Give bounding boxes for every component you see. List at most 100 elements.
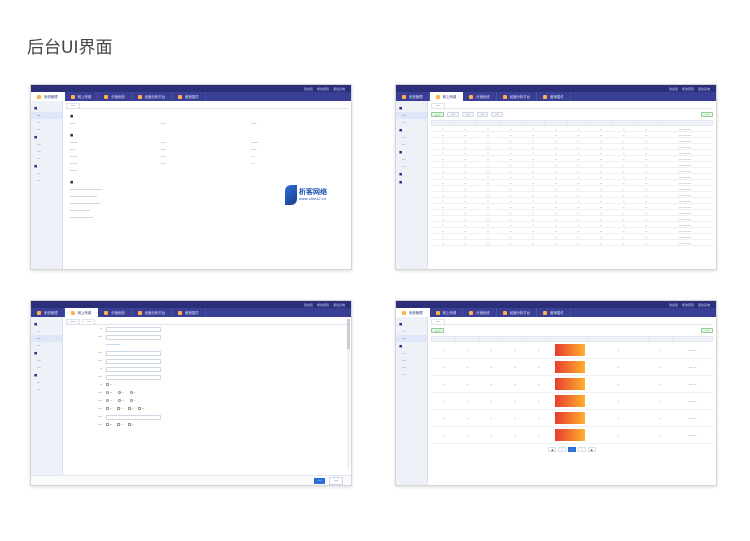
table-row[interactable]: ─ ─ ─ ─ ─ ─ ─ ─ ─ ─ ── ── ── (431, 179, 713, 186)
sidebar-group[interactable]: ■ (399, 180, 403, 184)
table-row[interactable]: ─ ─ ─ ─ ─ ─ ─ ─ ─ ─ ── ── ── (431, 155, 713, 162)
sidebar-item[interactable]: ── (37, 329, 41, 334)
cancel-button[interactable]: ── (329, 476, 343, 485)
table-row[interactable]: ─ ─ ─ ─ ─ ─ ─ ── ── (431, 426, 713, 444)
sidebar-item[interactable]: ── (37, 156, 41, 161)
sidebar-group[interactable]: ■ (399, 322, 403, 326)
top-link[interactable]: 退出系统 (332, 302, 345, 307)
table-row[interactable]: ─ ─ ─ ─ ─ ─ ─ ── ── (431, 341, 713, 359)
sidebar-item[interactable]: ── (31, 335, 62, 342)
toolbar-button[interactable]: ── (447, 112, 459, 117)
save-button[interactable]: ── (313, 477, 326, 484)
table-row[interactable]: ─ ─ ─ ─ ─ ─ ─ ── ── (431, 392, 713, 410)
nav-item[interactable]: 经营分析平台 (497, 92, 538, 101)
nav-item[interactable]: 分销系统 (463, 92, 497, 101)
form-input[interactable] (106, 358, 161, 364)
top-link[interactable]: 修改密码 (316, 302, 329, 307)
sidebar-item[interactable]: ── (402, 358, 406, 363)
page-button[interactable]: ▶ (587, 447, 597, 452)
export-button[interactable]: ── (701, 328, 713, 333)
checkbox[interactable]: ─ (127, 407, 133, 411)
table-row[interactable]: ─ ─ ─ ─ ─ ─ ─ ─ ─ ─ ── ── ── (431, 125, 713, 132)
sidebar-item[interactable]: ── (37, 149, 41, 154)
select-input[interactable] (106, 414, 161, 420)
table-row[interactable]: ─ ─ ─ ─ ─ ─ ─ ── ── (431, 409, 713, 427)
table-row[interactable]: ─ ─ ─ ─ ─ ─ ─ ─ ─ ─ ── ── ── (431, 215, 713, 222)
sidebar-group[interactable]: ■ (34, 322, 38, 326)
sidebar-group[interactable]: ■ (34, 373, 38, 377)
scrollbar[interactable] (347, 319, 350, 469)
top-link[interactable]: 欢迎您 (668, 302, 678, 307)
top-link[interactable]: 修改密码 (681, 302, 694, 307)
nav-item[interactable]: 系统管理 (396, 92, 430, 101)
nav-item[interactable]: 分销系统 (98, 308, 132, 317)
top-link[interactable]: 退出系统 (697, 302, 710, 307)
table-row[interactable]: ─ ─ ─ ─ ─ ─ ─ ─ ─ ─ ── ── ── (431, 167, 713, 174)
table-row[interactable]: ─ ─ ─ ─ ─ ─ ─ ─ ─ ─ ── ── ── (431, 233, 713, 240)
sidebar-item[interactable]: ── (31, 112, 62, 119)
checkbox[interactable]: ─ (106, 383, 112, 387)
sidebar-item[interactable]: ── (396, 112, 427, 119)
radio[interactable]: ─ (117, 399, 124, 403)
top-link[interactable]: 退出系统 (697, 86, 710, 91)
radio[interactable]: ─ (129, 399, 135, 403)
table-row[interactable]: ─ ─ ─ ─ ─ ─ ─ ─ ─ ─ ── ── ── (431, 137, 713, 144)
table-row[interactable]: ─ ─ ─ ─ ─ ─ ─ ─ ─ ─ ── ── ── (431, 161, 713, 168)
top-link[interactable]: 欢迎您 (303, 86, 313, 91)
tab-list[interactable]: ── (431, 103, 445, 108)
sidebar-item[interactable]: ── (402, 157, 406, 162)
table-row[interactable]: ─ ─ ─ ─ ─ ─ ─ ─ ─ ─ ── ── ── (431, 203, 713, 210)
table-row[interactable]: ─ ─ ─ ─ ─ ─ ─ ─ ─ ─ ── ── ── (431, 143, 713, 150)
sidebar-item[interactable]: ── (37, 127, 41, 132)
export-button[interactable]: ── (701, 112, 713, 117)
page-button[interactable]: ─ (577, 447, 586, 452)
sidebar-item[interactable]: ── (37, 358, 41, 363)
table-row[interactable]: ─ ─ ─ ─ ─ ─ ─ ─ ─ ─ ── ── ── (431, 149, 713, 156)
sidebar-group[interactable]: ■ (34, 164, 38, 168)
top-link[interactable]: 修改密码 (316, 86, 329, 91)
sidebar-item[interactable]: ── (402, 329, 406, 334)
table-row[interactable]: ─ ─ ─ ─ ─ ─ ─ ── ── (431, 358, 713, 376)
radio[interactable]: ─ (117, 391, 124, 395)
sidebar-item[interactable]: ── (37, 171, 41, 176)
tab-edit[interactable]: ── (81, 319, 96, 324)
table-row[interactable]: ─ ─ ─ ─ ─ ─ ─ ─ ─ ─ ── ── ── (431, 239, 713, 246)
sidebar-group[interactable]: ■ (399, 344, 403, 348)
nav-item[interactable]: 经营分析平台 (497, 308, 538, 317)
checkbox[interactable]: ─ (116, 407, 123, 411)
sidebar-group[interactable]: ■ (399, 150, 403, 154)
top-link[interactable]: 修改密码 (681, 86, 694, 91)
form-input[interactable] (106, 350, 161, 356)
nav-item[interactable]: 营销插件 (172, 308, 206, 317)
top-link[interactable]: 欢迎您 (303, 302, 313, 307)
sidebar-item[interactable]: ── (37, 120, 41, 125)
sidebar-item[interactable]: ── (402, 372, 406, 377)
checkbox[interactable]: ─ (106, 407, 112, 411)
table-row[interactable]: ─ ─ ─ ─ ─ ─ ─ ─ ─ ─ ── ── ── (431, 221, 713, 228)
add-button[interactable]: + ─ (431, 328, 445, 333)
nav-item[interactable]: 网上商城 (65, 92, 99, 101)
top-link[interactable]: 退出系统 (332, 86, 345, 91)
sidebar-group[interactable]: ■ (34, 351, 38, 355)
radio[interactable]: ─ (106, 399, 112, 403)
nav-item[interactable]: 分销系统 (463, 308, 497, 317)
page-button[interactable]: ─ (558, 447, 567, 452)
nav-item[interactable]: 营销插件 (537, 92, 571, 101)
nav-item[interactable]: 系统管理 (31, 92, 65, 101)
sidebar-item[interactable]: ── (396, 335, 427, 342)
nav-item[interactable]: 经营分析平台 (132, 92, 173, 101)
sidebar-item[interactable]: ── (37, 142, 41, 147)
table-row[interactable]: ─ ─ ─ ─ ─ ─ ─ ─ ─ ─ ── ── ── (431, 209, 713, 216)
form-input[interactable] (106, 334, 161, 340)
sidebar-group[interactable]: ■ (399, 106, 403, 110)
nav-item[interactable]: 系统管理 (31, 308, 65, 317)
add-button[interactable]: + ─ (431, 112, 445, 117)
sidebar-item[interactable]: ── (37, 343, 41, 348)
checkbox[interactable]: ─ (116, 423, 123, 427)
sidebar-item[interactable]: ── (402, 120, 406, 125)
sidebar-group[interactable]: ■ (399, 128, 403, 132)
checkbox[interactable]: ─ (106, 423, 112, 427)
checkbox[interactable]: ─ (127, 423, 133, 427)
sidebar-item[interactable]: ── (402, 142, 406, 147)
table-row[interactable]: ─ ─ ─ ─ ─ ─ ─ ── ── (431, 375, 713, 393)
